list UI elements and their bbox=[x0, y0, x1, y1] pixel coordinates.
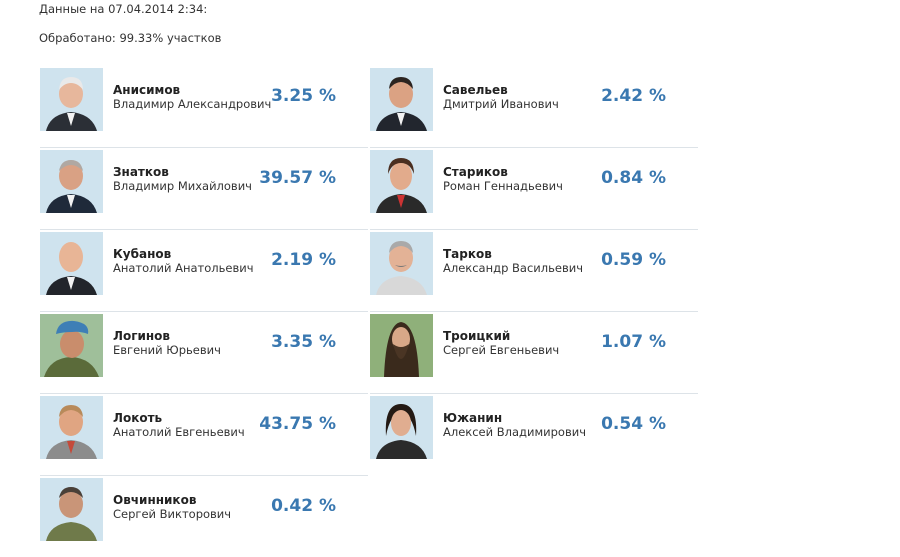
candidate-percent: 39.57 % bbox=[259, 168, 336, 188]
candidate-percent: 43.75 % bbox=[259, 414, 336, 434]
candidate-given-name: Дмитрий Иванович bbox=[443, 97, 559, 111]
candidate-percent: 0.59 % bbox=[601, 250, 666, 270]
data-date-label: Данные на 07.04.2014 2:34: bbox=[39, 2, 208, 16]
candidate-row: Знатков Владимир Михайлович 39.57 % bbox=[40, 148, 368, 230]
candidate-surname: Овчинников bbox=[113, 493, 197, 507]
candidate-percent: 0.84 % bbox=[601, 168, 666, 188]
candidates-left-column: Анисимов Владимир Александрович 3.25 % З… bbox=[40, 66, 368, 557]
candidate-surname: Знатков bbox=[113, 165, 169, 179]
candidate-surname: Анисимов bbox=[113, 83, 181, 97]
candidate-given-name: Анатолий Евгеньевич bbox=[113, 425, 245, 439]
candidate-given-name: Сергей Евгеньевич bbox=[443, 343, 560, 357]
candidate-given-name: Александр Васильевич bbox=[443, 261, 584, 275]
candidates-right-column: Савельев Дмитрий Иванович 2.42 % Старико… bbox=[370, 66, 698, 475]
candidate-surname: Южанин bbox=[443, 411, 503, 425]
candidate-photo bbox=[40, 150, 103, 213]
candidate-photo bbox=[40, 396, 103, 459]
candidate-surname: Савельев bbox=[443, 83, 508, 97]
candidate-photo bbox=[370, 232, 433, 295]
candidate-surname: Стариков bbox=[443, 165, 508, 179]
candidate-percent: 3.25 % bbox=[271, 86, 336, 106]
candidate-given-name: Владимир Александрович bbox=[113, 97, 272, 111]
candidate-percent: 2.19 % bbox=[271, 250, 336, 270]
candidate-given-name: Роман Геннадьевич bbox=[443, 179, 563, 193]
candidate-photo bbox=[370, 314, 433, 377]
candidate-row: Тарков Александр Васильевич 0.59 % bbox=[370, 230, 698, 312]
candidate-row: Локоть Анатолий Евгеньевич 43.75 % bbox=[40, 394, 368, 476]
candidate-photo bbox=[40, 68, 103, 131]
candidate-row: Троицкий Сергей Евгеньевич 1.07 % bbox=[370, 312, 698, 394]
candidate-surname: Троицкий bbox=[443, 329, 511, 343]
candidate-row: Логинов Евгений Юрьевич 3.35 % bbox=[40, 312, 368, 394]
candidate-given-name: Евгений Юрьевич bbox=[113, 343, 221, 357]
candidate-given-name: Сергей Викторович bbox=[113, 507, 232, 521]
candidate-percent: 2.42 % bbox=[601, 86, 666, 106]
candidate-row: Савельев Дмитрий Иванович 2.42 % bbox=[370, 66, 698, 148]
candidate-photo bbox=[40, 232, 103, 295]
candidate-photo bbox=[40, 478, 103, 541]
candidate-row: Анисимов Владимир Александрович 3.25 % bbox=[40, 66, 368, 148]
candidate-row: Овчинников Сергей Викторович 0.42 % bbox=[40, 476, 368, 557]
candidate-surname: Тарков bbox=[443, 247, 492, 261]
candidate-percent: 0.54 % bbox=[601, 414, 666, 434]
candidate-percent: 3.35 % bbox=[271, 332, 336, 352]
candidate-surname: Локоть bbox=[113, 411, 163, 425]
candidate-row: Южанин Алексей Владимирович 0.54 % bbox=[370, 394, 698, 475]
candidate-given-name: Алексей Владимирович bbox=[443, 425, 587, 439]
candidate-photo bbox=[40, 314, 103, 377]
candidate-percent: 1.07 % bbox=[601, 332, 666, 352]
candidate-photo bbox=[370, 68, 433, 131]
candidate-photo bbox=[370, 396, 433, 459]
candidate-surname: Логинов bbox=[113, 329, 171, 343]
processed-percent-label: Обработано: 99.33% участков bbox=[39, 31, 222, 45]
candidate-percent: 0.42 % bbox=[271, 496, 336, 516]
candidate-row: Стариков Роман Геннадьевич 0.84 % bbox=[370, 148, 698, 230]
candidate-row: Кубанов Анатолий Анатольевич 2.19 % bbox=[40, 230, 368, 312]
candidate-given-name: Анатолий Анатольевич bbox=[113, 261, 254, 275]
candidate-surname: Кубанов bbox=[113, 247, 172, 261]
candidate-photo bbox=[370, 150, 433, 213]
candidate-given-name: Владимир Михайлович bbox=[113, 179, 252, 193]
